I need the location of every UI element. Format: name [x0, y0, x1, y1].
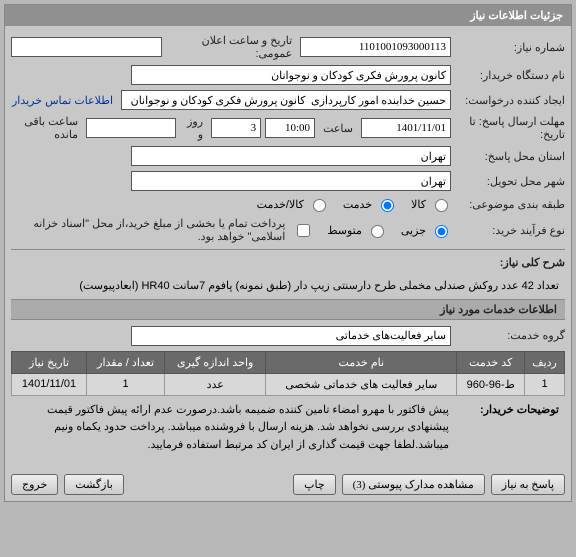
- province-input[interactable]: [131, 146, 451, 166]
- td-date: 1401/11/01: [12, 373, 87, 395]
- buyer-notes: توضیحات خریدار: پیش فاکتور با مهرو امضاء…: [11, 396, 565, 461]
- need-details-panel: جزئیات اطلاعات نیاز شماره نیاز: تاریخ و …: [4, 4, 572, 502]
- deadline-time[interactable]: [265, 118, 315, 138]
- form-body: شماره نیاز: تاریخ و ساعت اعلان عمومی: نا…: [5, 26, 571, 468]
- radio-jozi-label: جزیی: [391, 224, 426, 237]
- footer-bar: پاسخ به نیاز مشاهده مدارک پیوستی (3) چاپ…: [5, 468, 571, 501]
- td-unit: عدد: [165, 373, 266, 395]
- buyer-notes-label: توضیحات خریدار:: [449, 402, 559, 455]
- th-unit: واحد اندازه گیری: [165, 351, 266, 373]
- province-label: استان محل پاسخ:: [455, 150, 565, 163]
- deadline-date[interactable]: [361, 118, 451, 138]
- remain-time: [86, 118, 176, 138]
- radio-kala-khadamat[interactable]: [313, 199, 326, 212]
- creator-input[interactable]: [121, 90, 451, 110]
- td-qty: 1: [87, 373, 165, 395]
- th-code: کد خدمت: [457, 351, 525, 373]
- proc-label: نوع فرآیند خرید:: [455, 224, 565, 237]
- days-val[interactable]: [211, 118, 261, 138]
- td-row: 1: [525, 373, 565, 395]
- city-label: شهر محل تحویل:: [455, 175, 565, 188]
- th-qty: تعداد / مقدار: [87, 351, 165, 373]
- radio-khadamat[interactable]: [381, 199, 394, 212]
- radio-motevaset-label: متوسط: [317, 224, 362, 237]
- attach-button[interactable]: مشاهده مدارک پیوستی (3): [342, 474, 485, 495]
- print-button[interactable]: چاپ: [293, 474, 336, 495]
- th-name: نام خدمت: [266, 351, 457, 373]
- reply-button[interactable]: پاسخ به نیاز: [491, 474, 565, 495]
- exit-button[interactable]: خروج: [11, 474, 58, 495]
- buyer-org-label: نام دستگاه خریدار:: [455, 69, 565, 82]
- th-date: تاریخ نیاز: [12, 351, 87, 373]
- deadline-label: مهلت ارسال پاسخ: تا تاریخ:: [455, 115, 565, 141]
- treasury-checkbox[interactable]: [297, 224, 310, 237]
- radio-kala-label: کالا: [401, 198, 426, 211]
- class-label: طبقه بندی موضوعی:: [455, 198, 565, 211]
- main-desc: تعداد 42 عدد روکش صندلی مخملی طرح دارسنت…: [11, 274, 565, 299]
- radio-khadamat-label: خدمت: [333, 198, 372, 211]
- contact-link[interactable]: اطلاعات تماس خریدار: [12, 94, 117, 107]
- group-input[interactable]: [131, 326, 451, 346]
- radio-kala-khadamat-label: کالا/خدمت: [247, 198, 304, 211]
- table-header-row: ردیف کد خدمت نام خدمت واحد اندازه گیری ت…: [12, 351, 565, 373]
- rooz-va: روز و: [180, 115, 207, 141]
- pay-note: پرداخت تمام یا بخشی از مبلغ خرید،از محل …: [11, 217, 289, 243]
- remain-lbl: ساعت باقی مانده: [11, 115, 82, 141]
- td-code: ط-96-960: [457, 373, 525, 395]
- creator-label: ایجاد کننده درخواست:: [455, 94, 565, 107]
- separator: [11, 249, 565, 250]
- radio-jozi[interactable]: [435, 225, 448, 238]
- services-header: اطلاعات خدمات مورد نیاز: [11, 299, 565, 320]
- back-button[interactable]: بازگشت: [64, 474, 124, 495]
- radio-kala[interactable]: [435, 199, 448, 212]
- radio-motevaset[interactable]: [371, 225, 384, 238]
- table-row[interactable]: 1 ط-96-960 سایر فعالیت های خدماتی شخصی ع…: [12, 373, 565, 395]
- services-table: ردیف کد خدمت نام خدمت واحد اندازه گیری ت…: [11, 351, 565, 396]
- ann-value: [11, 37, 162, 57]
- td-name: سایر فعالیت های خدماتی شخصی: [266, 373, 457, 395]
- saat-label: ساعت: [319, 122, 357, 135]
- ann-label: تاریخ و ساعت اعلان عمومی:: [166, 34, 296, 60]
- buyer-notes-text: پیش فاکتور با مهرو امضاء تامین کننده ضمی…: [17, 402, 449, 455]
- city-input[interactable]: [131, 171, 451, 191]
- need-no-label: شماره نیاز:: [455, 41, 565, 54]
- th-row: ردیف: [525, 351, 565, 373]
- main-desc-label: شرح کلی نیاز:: [455, 256, 565, 269]
- group-label: گروه خدمت:: [455, 329, 565, 342]
- buyer-org-input[interactable]: [131, 65, 451, 85]
- panel-title: جزئیات اطلاعات نیاز: [5, 5, 571, 26]
- need-no-input[interactable]: [300, 37, 451, 57]
